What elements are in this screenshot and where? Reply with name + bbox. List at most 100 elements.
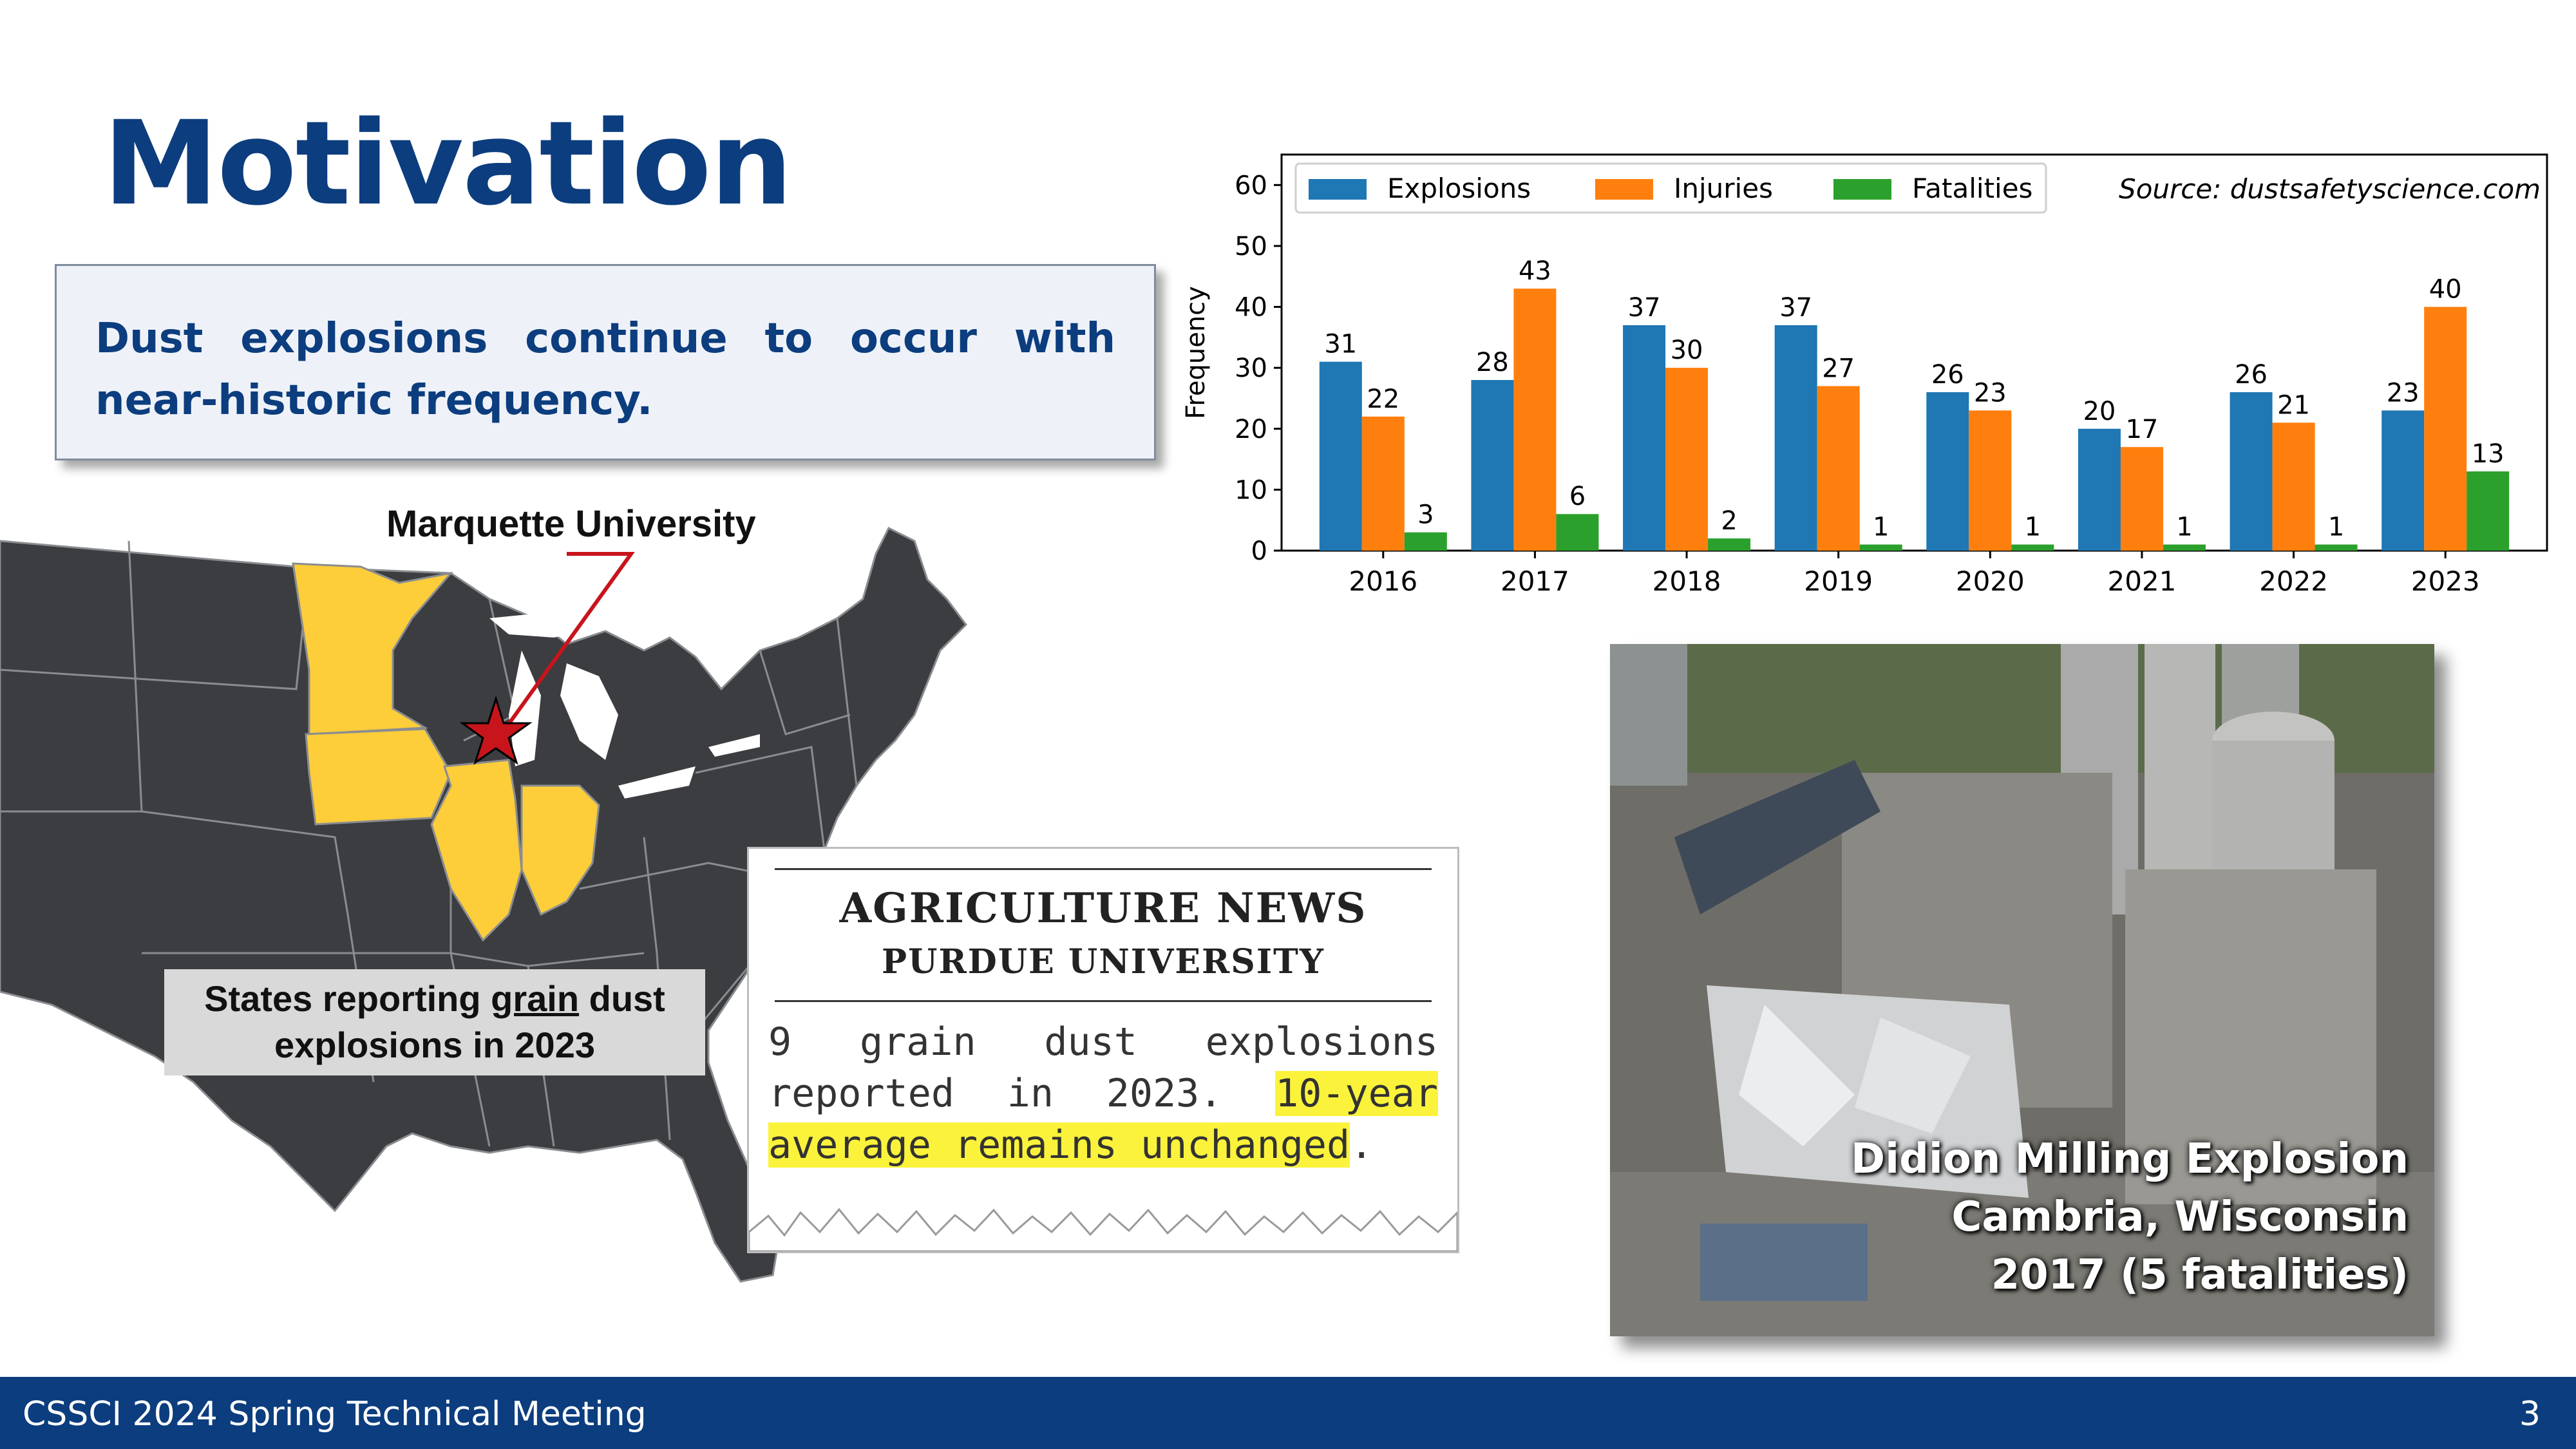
bar-value-label: 26 xyxy=(2235,360,2268,390)
map-caption-part2: dust xyxy=(579,978,665,1019)
bar-fatalities xyxy=(2163,544,2206,551)
bar-fatalities xyxy=(2011,544,2054,551)
photo-caption-line3: 2017 (5 fatalities) xyxy=(1991,1251,2409,1299)
map-caption-line2: explosions in 2023 xyxy=(274,1025,595,1065)
bar-fatalities xyxy=(2467,471,2510,551)
bar-explosions xyxy=(2078,428,2121,551)
bar-value-label: 21 xyxy=(2277,390,2310,420)
news-line3: average remains unchanged. xyxy=(768,1119,1438,1171)
map-caption-part1: States reporting xyxy=(204,978,491,1019)
news-line2: reported in 2023. 10-year xyxy=(768,1068,1439,1119)
photo-caption-line1: Didion Milling Explosion xyxy=(1851,1135,2409,1183)
bar-value-label: 17 xyxy=(2125,415,2158,444)
x-tick-label: 2023 xyxy=(2411,565,2480,597)
x-tick-label: 2017 xyxy=(1501,565,1569,597)
state-iowa xyxy=(305,728,452,826)
news-line2-highlight: 10-year xyxy=(1275,1071,1439,1116)
legend-label-explosions: Explosions xyxy=(1387,173,1531,204)
bar-explosions xyxy=(1926,392,1969,551)
news-clipping: AGRICULTURE NEWS PURDUE UNIVERSITY 9 gra… xyxy=(747,847,1459,1253)
footer-bar: CSSCI 2024 Spring Technical Meeting 3 xyxy=(0,1377,2576,1449)
y-tick-label: 60 xyxy=(1235,171,1267,200)
y-tick-label: 20 xyxy=(1235,415,1267,444)
legend-label-injuries: Injuries xyxy=(1674,173,1773,204)
news-subheadline: PURDUE UNIVERSITY xyxy=(882,942,1325,981)
bar-value-label: 1 xyxy=(2025,513,2041,542)
y-tick-label: 0 xyxy=(1251,536,1267,566)
bar-fatalities xyxy=(1404,532,1447,551)
legend-swatch-explosions xyxy=(1309,179,1367,200)
bar-injuries xyxy=(2272,422,2315,551)
state-illinois xyxy=(430,759,523,942)
bar-explosions xyxy=(1623,325,1666,551)
news-line3-end: . xyxy=(1350,1122,1374,1168)
bar-value-label: 43 xyxy=(1519,256,1551,286)
news-headline: AGRICULTURE NEWS xyxy=(839,884,1367,933)
bar-injuries xyxy=(1665,368,1709,551)
legend-swatch-fatalities xyxy=(1833,179,1891,200)
bar-explosions xyxy=(1471,380,1514,551)
legend-swatch-injuries xyxy=(1595,179,1653,200)
bar-value-label: 37 xyxy=(1779,293,1812,323)
page-number: 3 xyxy=(2519,1395,2541,1434)
source-note: Source: dustsafetyscience.com xyxy=(2119,173,2541,205)
y-tick-label: 30 xyxy=(1235,354,1267,383)
bar-explosions xyxy=(1319,361,1362,551)
bar-value-label: 13 xyxy=(2472,439,2505,469)
news-body: 9 grain dust explosions reported in 2023… xyxy=(768,1016,1439,1171)
photo-caption: Didion Milling Explosion Cambria, Wiscon… xyxy=(1851,1130,2409,1304)
footer-title: CSSCI 2024 Spring Technical Meeting xyxy=(23,1395,647,1434)
bar-injuries xyxy=(1817,386,1860,551)
us-map xyxy=(0,526,967,1283)
bar-value-label: 1 xyxy=(2176,513,2192,542)
state-minnesota xyxy=(292,562,453,735)
bar-value-label: 1 xyxy=(1873,513,1889,542)
bar-fatalities xyxy=(1708,538,1751,551)
x-tick-label: 2020 xyxy=(1956,565,2025,597)
bar-injuries xyxy=(1513,289,1557,551)
bar-fatalities xyxy=(1556,514,1599,551)
x-tick-label: 2019 xyxy=(1804,565,1873,597)
bar-value-label: 37 xyxy=(1628,293,1661,323)
chart-frame xyxy=(1280,153,2548,552)
dust-explosion-chart: 0102030405060Frequency201631223201728436… xyxy=(1181,153,2548,597)
bar-value-label: 40 xyxy=(2429,275,2462,305)
marquette-label: Marquette University xyxy=(386,503,756,545)
news-line1: 9 grain dust explosions xyxy=(768,1019,1438,1065)
bar-value-label: 3 xyxy=(1417,500,1434,530)
bar-value-label: 2 xyxy=(1721,506,1737,536)
bar-value-label: 22 xyxy=(1367,384,1399,414)
bar-value-label: 26 xyxy=(1931,360,1964,390)
bar-value-label: 1 xyxy=(2328,513,2344,542)
bar-value-label: 30 xyxy=(1671,336,1703,365)
y-tick-label: 10 xyxy=(1235,475,1267,505)
bar-injuries xyxy=(2424,307,2467,551)
photo-illustration xyxy=(1610,644,2434,1336)
torn-edge xyxy=(749,1208,1457,1251)
bar-fatalities xyxy=(2315,544,2358,551)
didion-explosion-photo: Didion Milling Explosion Cambria, Wiscon… xyxy=(1610,644,2434,1336)
star-icon xyxy=(459,696,533,765)
motivation-callout: Dust explosions continue to occur with n… xyxy=(55,264,1156,460)
x-tick-label: 2016 xyxy=(1349,565,1417,597)
great-lakes xyxy=(489,612,760,799)
map-caption: States reporting grain dust explosions i… xyxy=(164,969,705,1075)
y-tick-label: 50 xyxy=(1235,232,1267,261)
bar-value-label: 23 xyxy=(2387,378,2420,408)
bar-value-label: 20 xyxy=(2083,397,2116,426)
bar-value-label: 27 xyxy=(1822,354,1855,384)
bar-explosions xyxy=(2230,392,2273,551)
bar-injuries xyxy=(1969,410,2012,551)
y-axis-label: Frequency xyxy=(1181,286,1211,419)
y-tick-label: 40 xyxy=(1235,293,1267,323)
x-tick-label: 2022 xyxy=(2259,565,2328,597)
bar-explosions xyxy=(1774,325,1817,551)
bar-fatalities xyxy=(1859,544,1902,551)
bar-value-label: 28 xyxy=(1476,348,1509,377)
legend-label-fatalities: Fatalities xyxy=(1912,173,2032,204)
marquette-marker xyxy=(459,552,635,765)
x-tick-label: 2021 xyxy=(2107,565,2176,597)
news-line3-highlight: average remains unchanged xyxy=(768,1122,1350,1168)
bar-value-label: 31 xyxy=(1324,330,1357,359)
callout-text: Dust explosions continue to occur with n… xyxy=(95,315,1115,424)
